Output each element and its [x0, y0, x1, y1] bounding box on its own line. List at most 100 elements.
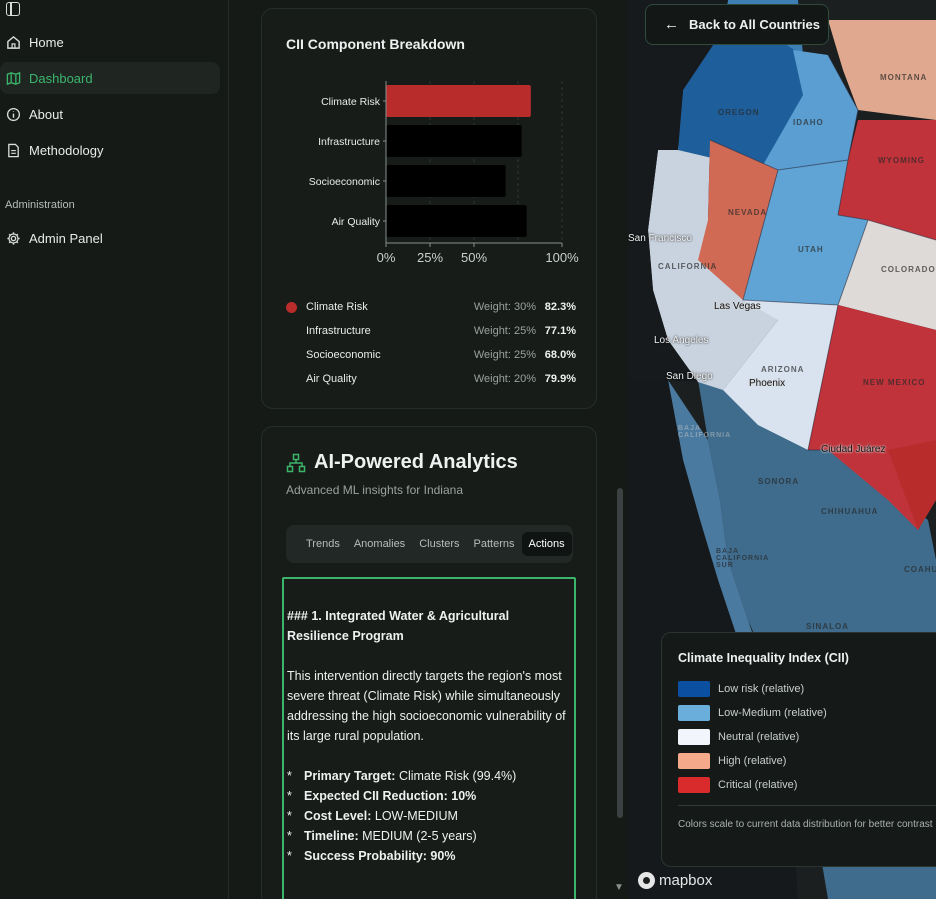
- map-view[interactable]: OREGON IDAHO MONTANA WYOMING NEVADA UTAH…: [628, 0, 936, 899]
- sidebar-item-label: About: [29, 106, 63, 122]
- details-panel: CII Component Breakdown Climate Risk Infr…: [229, 0, 628, 899]
- bar[interactable]: [386, 85, 531, 117]
- sidebar-item-admin-panel[interactable]: Admin Panel: [0, 222, 220, 254]
- sidebar-item-home[interactable]: Home: [0, 26, 220, 58]
- mapbox-attribution[interactable]: mapbox: [638, 872, 712, 889]
- ai-title: AI-Powered Analytics: [314, 451, 518, 473]
- map-label-state: MONTANA: [880, 73, 928, 82]
- map-label-city: San Diego: [666, 371, 713, 382]
- card-title: CII Component Breakdown: [286, 36, 465, 52]
- map-label-state: BAJA CALIFORNIA: [678, 425, 732, 439]
- ai-subtitle: Advanced ML insights for Indiana: [286, 483, 463, 497]
- legend-label: Critical (relative): [718, 779, 798, 791]
- sidebar-item-label: Methodology: [29, 142, 104, 158]
- list-item: Primary Target: Climate Risk (99.4%): [287, 766, 571, 786]
- breakdown-legend: Climate Risk Weight: 30% 82.3% Infrastru…: [286, 295, 576, 391]
- map-label-state: ARIZONA: [761, 365, 805, 374]
- tab-actions[interactable]: Actions: [521, 532, 572, 556]
- bar[interactable]: [386, 205, 527, 237]
- scrollbar[interactable]: [617, 488, 623, 818]
- ai-analytics-card: AI-Powered Analytics Advanced ML insight…: [261, 426, 597, 899]
- legend-swatch: [678, 753, 710, 769]
- breakdown-row: Socioeconomic Weight: 25% 68.0%: [286, 343, 576, 367]
- map-legend: Climate Inequality Index (CII) Low risk …: [661, 632, 936, 867]
- component-name: Infrastructure: [306, 325, 371, 337]
- info-icon: [5, 106, 21, 122]
- tab-trends[interactable]: Trends: [306, 538, 340, 550]
- ai-tabs: Trends Anomalies Clusters Patterns Actio…: [286, 525, 573, 563]
- list-item: Cost Level: LOW-MEDIUM: [287, 806, 571, 826]
- category-label: Socioeconomic: [309, 176, 380, 188]
- map-label-state: IDAHO: [793, 118, 824, 127]
- legend-label: Low-Medium (relative): [718, 707, 827, 719]
- component-weight: Weight: 25%: [473, 349, 536, 361]
- ai-header: AI-Powered Analytics: [286, 451, 518, 474]
- bar[interactable]: [386, 165, 506, 197]
- legend-title: Climate Inequality Index (CII): [678, 651, 849, 665]
- arrow-left-icon: ←: [664, 16, 679, 33]
- legend-label: Neutral (relative): [718, 731, 800, 743]
- back-button-label: Back to All Countries: [689, 17, 820, 32]
- sidebar-item-methodology[interactable]: Methodology: [0, 134, 220, 166]
- legend-swatch: [678, 777, 710, 793]
- category-label: Infrastructure: [318, 136, 380, 148]
- map-label-state: COAHUILA: [904, 565, 936, 574]
- breakdown-row: Climate Risk Weight: 30% 82.3%: [286, 295, 576, 319]
- map-label-city: Los Angeles: [654, 335, 709, 346]
- scroll-down-icon[interactable]: ▼: [614, 882, 624, 893]
- list-item: Expected CII Reduction: 10%: [287, 786, 571, 806]
- legend-divider: [678, 805, 936, 806]
- legend-item: Neutral (relative): [678, 729, 799, 745]
- sidebar-item-about[interactable]: About: [0, 98, 220, 130]
- cii-bar-chart: Climate Risk Infrastructure Socioeconomic A…: [309, 81, 579, 265]
- bullet-key: Primary Target:: [304, 769, 396, 783]
- x-tick-label: 0%: [377, 250, 396, 265]
- component-weight: Weight: 30%: [473, 301, 536, 313]
- list-item: Success Probability: 90%: [287, 846, 571, 866]
- component-value: 79.9%: [544, 373, 576, 385]
- back-to-all-countries-button[interactable]: ← Back to All Countries: [645, 4, 829, 45]
- component-name: Air Quality: [306, 373, 357, 385]
- breakdown-row: Infrastructure Weight: 25% 77.1%: [286, 319, 576, 343]
- category-label: Air Quality: [332, 216, 381, 228]
- document-icon: [5, 142, 21, 158]
- x-tick-label: 50%: [461, 250, 487, 265]
- gear-icon: [5, 230, 21, 246]
- map-label-state: SONORA: [758, 477, 800, 486]
- legend-item: Low-Medium (relative): [678, 705, 827, 721]
- bar[interactable]: [386, 125, 522, 157]
- home-icon: [5, 34, 21, 50]
- climate-risk-dot-icon: [286, 301, 297, 313]
- legend-swatch: [678, 729, 710, 745]
- sidebar-item-dashboard[interactable]: Dashboard: [0, 62, 220, 94]
- legend-swatch: [678, 681, 710, 697]
- component-name: Climate Risk: [306, 301, 368, 313]
- action-paragraph: This intervention directly targets the r…: [287, 669, 566, 743]
- action-heading: ### 1. Integrated Water & Agricultural R…: [287, 609, 510, 643]
- map-label-state: CHIHUAHUA: [821, 507, 879, 516]
- sidebar: Home Dashboard About Methodology Adminis…: [0, 0, 229, 899]
- bullet-value: LOW-MEDIUM: [371, 809, 458, 823]
- x-tick-label: 100%: [545, 250, 579, 265]
- x-tick-label: 25%: [417, 250, 443, 265]
- map-label-city: San Francisco: [628, 233, 692, 244]
- tab-patterns[interactable]: Patterns: [473, 538, 515, 550]
- map-label-state: WYOMING: [878, 156, 925, 165]
- sidebar-toggle-icon[interactable]: [6, 2, 20, 16]
- map-label-state: NEVADA: [728, 208, 768, 217]
- bullet-key: Success Probability: 90%: [304, 849, 456, 863]
- sidebar-item-label: Dashboard: [29, 70, 93, 86]
- legend-item: Critical (relative): [678, 777, 797, 793]
- map-label-city: Las Vegas: [714, 301, 761, 312]
- legend-label: High (relative): [718, 755, 787, 767]
- map-label-state: OREGON: [718, 108, 760, 117]
- map-label-state: BAJA CALIFORNIA SUR: [716, 548, 769, 569]
- legend-label: Low risk (relative): [718, 683, 805, 695]
- bullet-value: Climate Risk (99.4%): [395, 769, 517, 783]
- map-label-state: COLORADO: [881, 265, 936, 274]
- tab-clusters[interactable]: Clusters: [419, 538, 460, 550]
- map-icon: [5, 70, 21, 86]
- bullet-key: Cost Level:: [304, 809, 372, 823]
- tab-anomalies[interactable]: Anomalies: [353, 538, 406, 550]
- actions-content: ### 1. Integrated Water & Agricultural R…: [282, 577, 576, 899]
